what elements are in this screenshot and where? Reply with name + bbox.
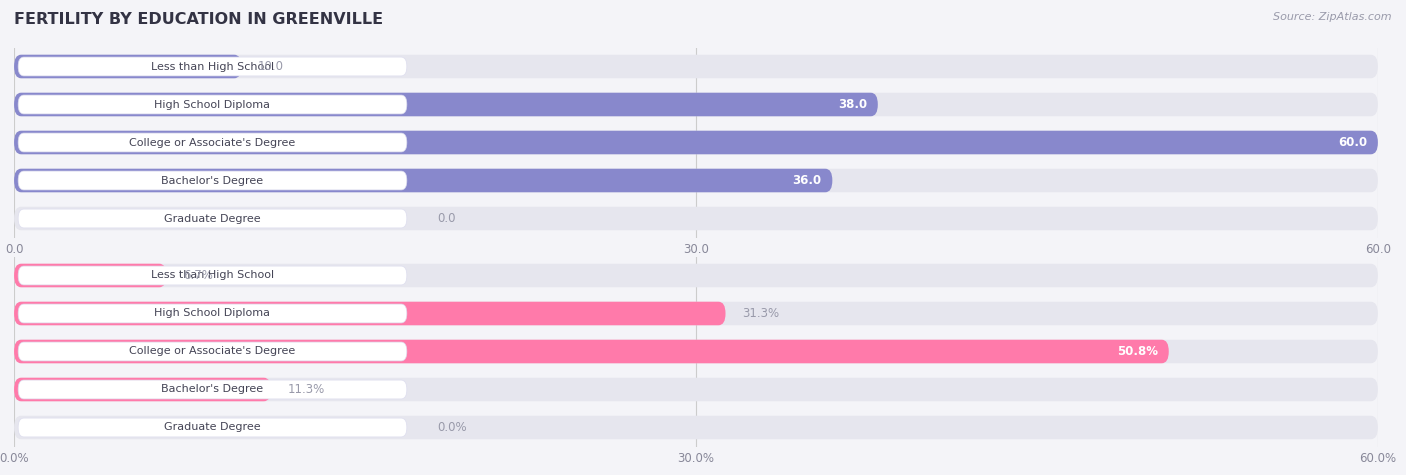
FancyBboxPatch shape — [18, 266, 406, 285]
FancyBboxPatch shape — [18, 380, 406, 399]
Text: Less than High School: Less than High School — [150, 61, 274, 72]
FancyBboxPatch shape — [14, 340, 1168, 363]
Text: Less than High School: Less than High School — [150, 270, 274, 281]
Text: College or Associate's Degree: College or Associate's Degree — [129, 137, 295, 148]
Text: Source: ZipAtlas.com: Source: ZipAtlas.com — [1274, 12, 1392, 22]
Text: 11.3%: 11.3% — [287, 383, 325, 396]
FancyBboxPatch shape — [18, 418, 406, 437]
Text: 0.0%: 0.0% — [437, 421, 467, 434]
Text: 38.0: 38.0 — [838, 98, 868, 111]
FancyBboxPatch shape — [14, 169, 1378, 192]
FancyBboxPatch shape — [18, 342, 406, 361]
FancyBboxPatch shape — [18, 57, 406, 76]
Text: FERTILITY BY EDUCATION IN GREENVILLE: FERTILITY BY EDUCATION IN GREENVILLE — [14, 12, 384, 27]
FancyBboxPatch shape — [18, 171, 406, 190]
Text: Bachelor's Degree: Bachelor's Degree — [162, 384, 263, 395]
Text: 10.0: 10.0 — [257, 60, 284, 73]
Text: Bachelor's Degree: Bachelor's Degree — [162, 175, 263, 186]
Text: 60.0: 60.0 — [1339, 136, 1367, 149]
FancyBboxPatch shape — [14, 55, 242, 78]
FancyBboxPatch shape — [14, 264, 166, 287]
FancyBboxPatch shape — [14, 264, 1378, 287]
Text: 6.7%: 6.7% — [183, 269, 212, 282]
FancyBboxPatch shape — [14, 93, 877, 116]
FancyBboxPatch shape — [14, 378, 271, 401]
Text: 50.8%: 50.8% — [1116, 345, 1159, 358]
FancyBboxPatch shape — [14, 93, 1378, 116]
FancyBboxPatch shape — [18, 304, 406, 323]
FancyBboxPatch shape — [14, 302, 725, 325]
Text: High School Diploma: High School Diploma — [155, 99, 270, 110]
FancyBboxPatch shape — [14, 302, 1378, 325]
FancyBboxPatch shape — [14, 131, 1378, 154]
FancyBboxPatch shape — [14, 169, 832, 192]
FancyBboxPatch shape — [18, 209, 406, 228]
FancyBboxPatch shape — [14, 55, 1378, 78]
Text: 0.0: 0.0 — [437, 212, 456, 225]
Text: College or Associate's Degree: College or Associate's Degree — [129, 346, 295, 357]
FancyBboxPatch shape — [14, 207, 1378, 230]
Text: Graduate Degree: Graduate Degree — [165, 422, 260, 433]
Text: 36.0: 36.0 — [793, 174, 821, 187]
FancyBboxPatch shape — [18, 133, 406, 152]
Text: 31.3%: 31.3% — [742, 307, 779, 320]
FancyBboxPatch shape — [14, 378, 1378, 401]
FancyBboxPatch shape — [18, 95, 406, 114]
FancyBboxPatch shape — [14, 416, 1378, 439]
Text: High School Diploma: High School Diploma — [155, 308, 270, 319]
FancyBboxPatch shape — [14, 131, 1378, 154]
FancyBboxPatch shape — [14, 340, 1378, 363]
Text: Graduate Degree: Graduate Degree — [165, 213, 260, 224]
